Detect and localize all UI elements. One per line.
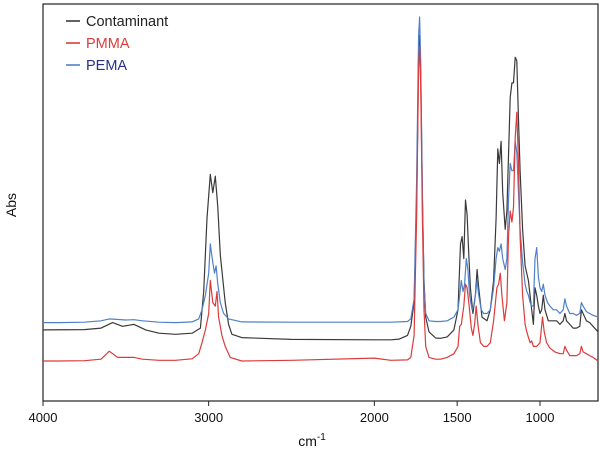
x-tick-label: 4000 xyxy=(29,410,58,425)
legend-label-pema: PEMA xyxy=(86,58,127,74)
x-tick-label: 2000 xyxy=(360,410,389,425)
x-tick-label: 1000 xyxy=(526,410,555,425)
plot-frame xyxy=(42,3,599,402)
x-axis-title-exponent: -1 xyxy=(317,432,326,443)
x-axis-ticks: 4000 3000 2000 1500 1000 xyxy=(29,401,555,425)
x-tick-label: 1500 xyxy=(443,410,472,425)
x-tick-label: 3000 xyxy=(194,410,223,425)
legend-label-contaminant: Contaminant xyxy=(86,14,168,30)
x-axis-title: cm-1 xyxy=(298,432,326,449)
series-line-pmma xyxy=(43,45,599,362)
series-layer xyxy=(42,16,599,362)
x-axis-title-unit: cm xyxy=(298,433,317,449)
legend: Contaminant PMMA PEMA xyxy=(66,14,168,74)
y-axis-title: Abs xyxy=(3,193,19,217)
series-line-contaminant xyxy=(42,34,599,341)
legend-label-pmma: PMMA xyxy=(86,36,130,52)
series-line-pema xyxy=(43,16,599,324)
